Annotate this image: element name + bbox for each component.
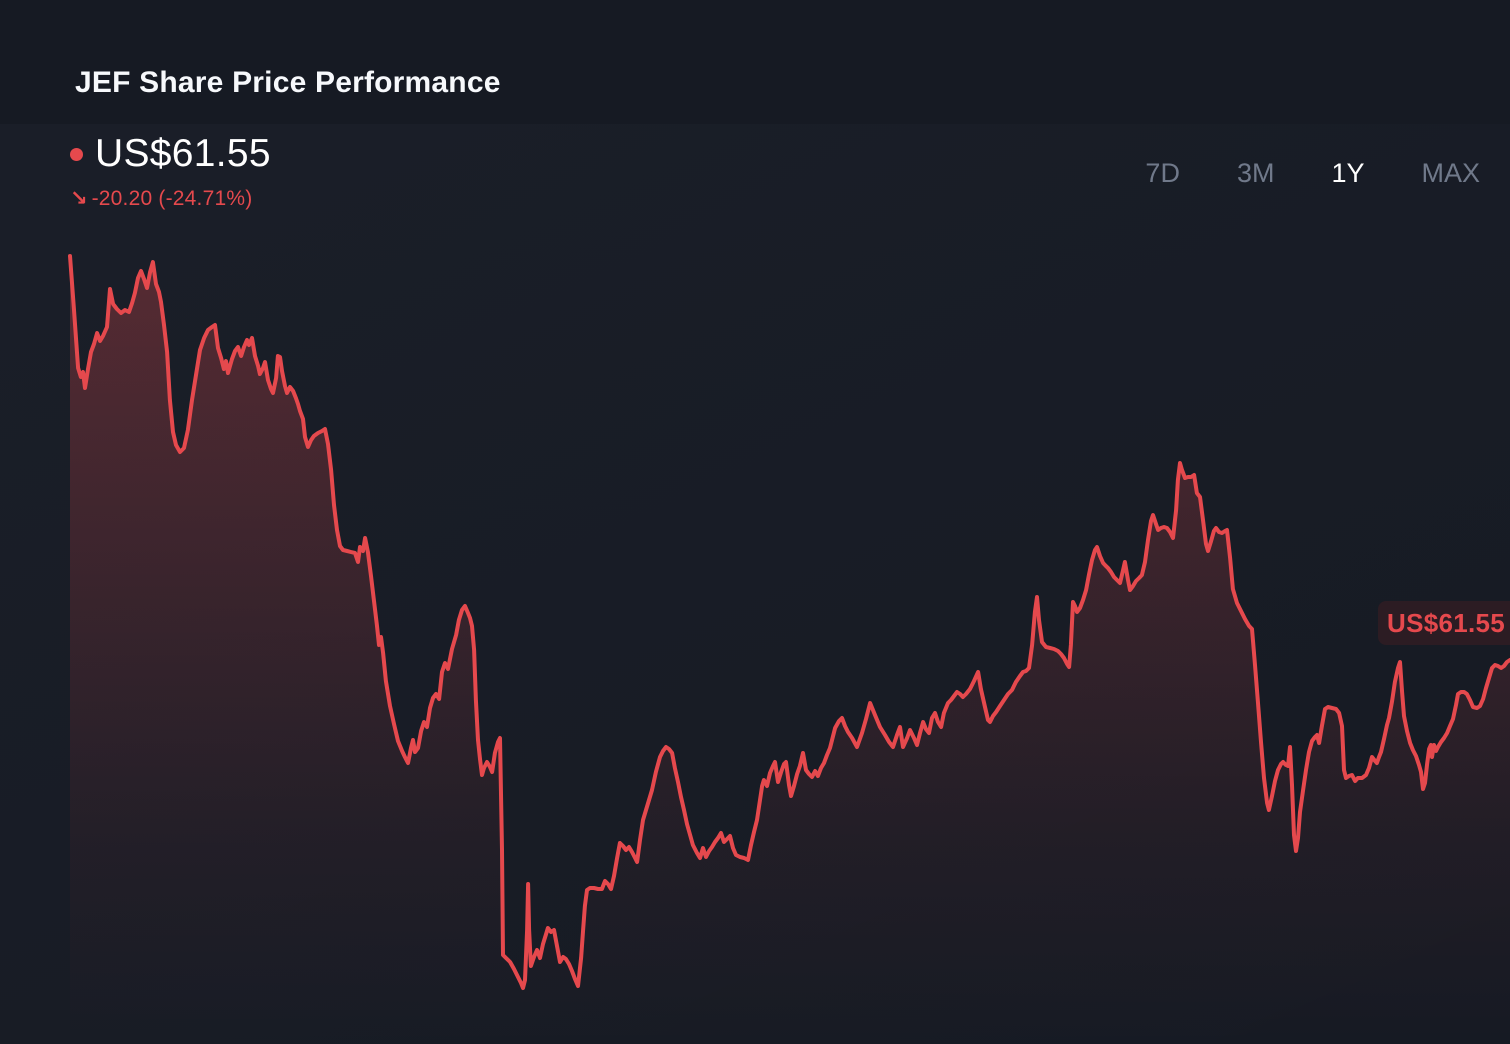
range-option-7d[interactable]: 7D bbox=[1145, 158, 1180, 188]
current-price: US$61.55 bbox=[95, 132, 271, 175]
range-option-max[interactable]: MAX bbox=[1421, 158, 1480, 188]
price-area-fill bbox=[70, 256, 1510, 1044]
price-change-row: ↘ -20.20 (-24.71%) bbox=[70, 187, 252, 211]
last-price-label: US$61.55 bbox=[1378, 601, 1510, 645]
range-selector: 7D 3M 1Y MAX bbox=[1145, 157, 1480, 189]
price-line bbox=[68, 254, 1510, 990]
range-option-3m[interactable]: 3M bbox=[1236, 158, 1275, 188]
series-dot-icon bbox=[70, 147, 83, 161]
chart-title: JEF Share Price Performance bbox=[75, 65, 501, 99]
range-option-1y[interactable]: 1Y bbox=[1331, 158, 1365, 188]
arrow-down-right-icon: ↘ bbox=[70, 187, 88, 210]
current-price-row: US$61.55 bbox=[70, 132, 271, 176]
price-change-text: -20.20 (-24.71%) bbox=[91, 187, 253, 210]
